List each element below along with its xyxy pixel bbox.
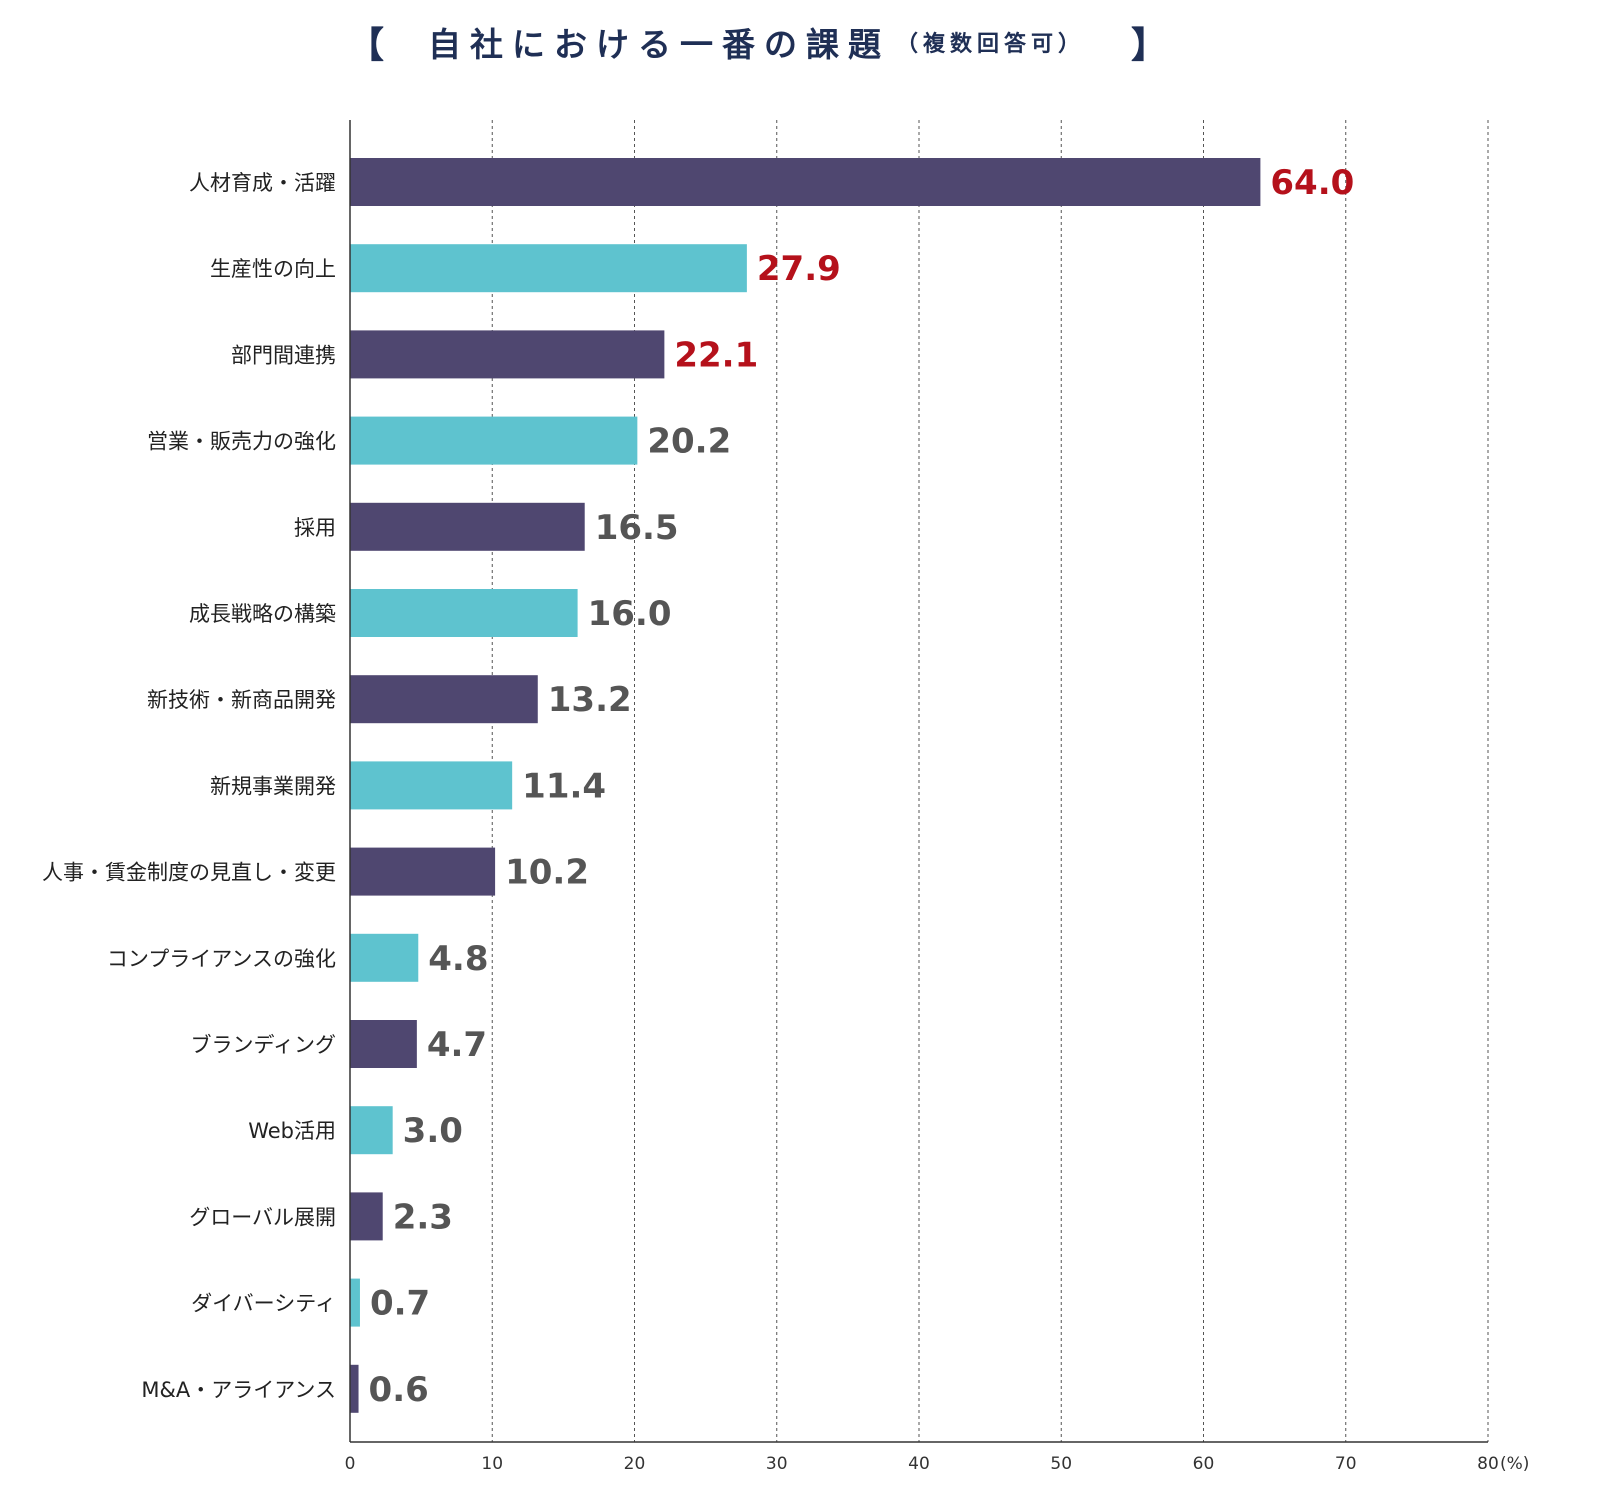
bar	[350, 847, 496, 896]
bars	[350, 158, 1261, 1413]
value-label: 20.2	[647, 422, 731, 462]
category-label: コンプライアンスの強化	[107, 947, 336, 971]
title-main: 自社における一番の課題	[428, 25, 891, 64]
value-label: 22.1	[674, 335, 758, 375]
bar	[350, 1192, 383, 1241]
bar	[350, 1364, 359, 1413]
category-label: グローバル展開	[189, 1205, 336, 1229]
bar	[350, 1106, 393, 1155]
title-close-bracket: 】	[1131, 25, 1168, 66]
x-tick-label: 70	[1335, 1454, 1357, 1474]
bar	[350, 1020, 417, 1068]
category-label: 新規事業開発	[210, 774, 336, 798]
x-tick-label: 0	[345, 1454, 356, 1474]
value-label: 27.9	[757, 249, 841, 289]
category-label: 部門間連携	[231, 343, 336, 367]
bar	[350, 1278, 360, 1327]
bar	[350, 416, 638, 465]
x-tick-label: 40	[908, 1454, 930, 1474]
x-tick-label: 20	[624, 1454, 646, 1474]
x-tick-label: 50	[1050, 1454, 1072, 1474]
category-label: Web活用	[248, 1119, 336, 1143]
bar	[350, 158, 1261, 206]
value-label: 0.7	[370, 1284, 430, 1324]
grid-lines	[491, 120, 1489, 1442]
category-label: 営業・販売力の強化	[147, 430, 336, 454]
x-tick-label: 30	[766, 1454, 788, 1474]
value-label: 0.6	[369, 1370, 429, 1410]
category-label: 採用	[294, 516, 336, 540]
value-label: 64.0	[1270, 163, 1354, 203]
bar	[350, 244, 747, 293]
value-label: 16.5	[595, 508, 679, 548]
value-label: 11.4	[522, 766, 606, 806]
value-label: 4.7	[427, 1025, 487, 1065]
bar	[350, 502, 585, 551]
value-label: 3.0	[403, 1111, 463, 1151]
bar	[350, 589, 578, 637]
value-label: 4.8	[428, 939, 488, 979]
category-label: 生産性の向上	[210, 257, 336, 281]
category-label: 人材育成・活躍	[189, 171, 336, 195]
bar	[350, 330, 665, 379]
chart-title: 【 自社における一番の課題 （複数回答可） 】	[348, 14, 1168, 70]
bar	[350, 933, 419, 982]
title-open-bracket: 【	[348, 25, 385, 66]
bar	[350, 761, 513, 810]
category-label: M&A・アライアンス	[141, 1378, 336, 1402]
value-label: 13.2	[548, 680, 632, 720]
x-tick-label: 60	[1193, 1454, 1215, 1474]
value-label: 10.2	[505, 853, 589, 893]
x-unit-label: (%)	[1500, 1454, 1529, 1474]
category-label: ダイバーシティ	[191, 1292, 336, 1316]
labels: 0 10 20 30 40 50 60 70 80 (%) 人材育成・活躍 64.0 生産性の向上 27.…	[42, 163, 1529, 1474]
category-label: 人事・賃金制度の見直し・変更	[42, 861, 336, 885]
title-sub: （複数回答可）	[896, 32, 1086, 57]
value-label: 16.0	[588, 594, 672, 634]
x-tick-label: 10	[481, 1454, 503, 1474]
x-tick-label: 80	[1477, 1454, 1499, 1474]
bar	[350, 675, 538, 724]
category-label: 新技術・新商品開発	[147, 688, 336, 712]
category-label: ブランディング	[190, 1033, 336, 1057]
category-label: 成長戦略の構築	[189, 602, 336, 626]
value-label: 2.3	[393, 1197, 453, 1237]
